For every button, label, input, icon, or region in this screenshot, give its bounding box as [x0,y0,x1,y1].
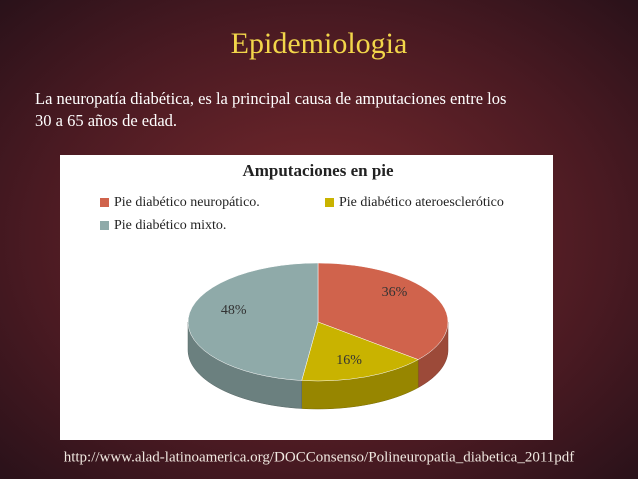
legend-swatch [100,221,109,230]
legend-swatch [325,198,334,207]
legend-swatch [100,198,109,207]
pie-slice [187,262,319,381]
legend-label: Pie diabético neuropático. [114,195,260,210]
slide-text: 30 a 65 años de edad. [35,111,177,130]
pie-slice [301,321,419,382]
data-label: 16% [336,353,362,368]
legend-label: Pie diabético mixto. [114,218,226,233]
footer-link: http://www.alad-latinoamerica.org/DOCCon… [64,449,575,465]
pie-slice [317,262,449,360]
slide-title: Epidemiologia [231,27,408,60]
data-label: 48% [221,303,247,318]
slide-text: La neuropatía diabética, es la principal… [35,89,506,108]
legend-label: Pie diabético ateroesclerótico [339,195,504,210]
data-label: 36% [382,285,408,300]
chart-title: Amputaciones en pie [242,161,394,180]
